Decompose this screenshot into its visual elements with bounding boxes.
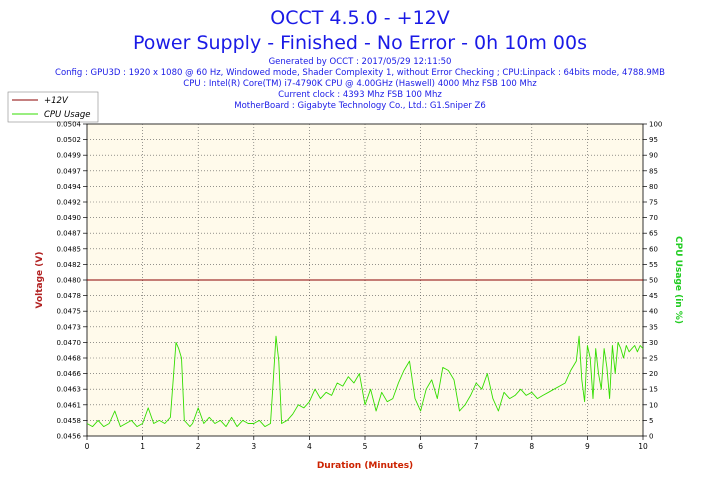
info-current-clock: Current clock : 4393 Mhz FSB 100 Mhz [278,90,442,100]
y2-tick-label: 45 [649,292,658,300]
y2-tick-label: 10 [649,401,658,409]
y-tick-label: 0.0499 [57,152,82,160]
info-generated: Generated by OCCT : 2017/05/29 12:11:50 [269,57,452,67]
info-cpu: CPU : Intel(R) Core(TM) i7-4790K CPU @ 4… [183,79,537,89]
y-tick-label: 0.0473 [57,323,82,331]
x-tick-label: 5 [363,442,368,451]
y-tick-label: 0.0458 [57,417,82,425]
x-tick-label: 8 [529,442,534,451]
legend: +12V CPU Usage [7,91,99,123]
y2-tick-label: 100 [649,121,662,129]
x-axis-label: Duration (Minutes) [317,461,413,471]
y2-tick-label: 80 [649,183,658,191]
y2-tick-label: 25 [649,355,658,363]
y2-tick-label: 65 [649,230,658,238]
info-motherboard: MotherBoard : Gigabyte Technology Co., L… [234,101,486,111]
y2-tick-label: 15 [649,386,658,394]
y-axis-label: Voltage (V) [35,252,45,309]
y-tick-label: 0.0468 [57,355,82,363]
y-tick-label: 0.0478 [57,292,82,300]
x-tick-label: 0 [85,442,90,451]
y-tick-label: 0.0470 [57,339,82,347]
chart-title: OCCT 4.5.0 - +12V [270,7,450,29]
y-tick-label: 0.0487 [57,230,82,238]
axis-ticks: 0 1 2 3 4 5 6 7 8 9 100.04560.04580.04610.04630.04… [57,121,663,452]
y-tick-label: 0.0490 [57,214,82,222]
y-tick-label: 0.0502 [57,136,82,144]
y2-tick-label: 5 [649,417,653,425]
y-tick-label: 0.0497 [57,167,82,175]
y2-tick-label: 90 [649,152,658,160]
y-tick-label: 0.0485 [57,245,82,253]
y-tick-label: 0.0492 [57,199,82,207]
y-tick-label: 0.0475 [57,308,82,316]
y-tick-label: 0.0461 [57,401,82,409]
x-tick-label: 6 [418,442,423,451]
x-tick-label: 10 [638,442,648,451]
y2-tick-label: 70 [649,214,658,222]
y-tick-label: 0.0480 [57,277,82,285]
info-config: Config : GPU3D : 1920 x 1080 @ 60 Hz, Wi… [55,68,665,78]
y2-axis-label: CPU Usage (in %) [673,236,683,324]
x-tick-label: 7 [474,442,479,451]
x-tick-label: 1 [140,442,145,451]
y2-tick-label: 75 [649,199,658,207]
y-tick-label: 0.0463 [57,386,82,394]
y2-tick-label: 40 [649,308,658,316]
y-tick-label: 0.0494 [57,183,82,191]
y-tick-label: 0.0504 [57,121,82,129]
series-group [86,279,644,428]
y2-tick-label: 55 [649,261,658,269]
x-tick-label: 3 [251,442,256,451]
y2-tick-label: 60 [649,245,658,253]
x-tick-label: 2 [196,442,201,451]
y2-tick-label: 85 [649,167,658,175]
legend-box [7,91,99,123]
y2-tick-label: 0 [649,433,653,441]
y2-tick-label: 35 [649,323,658,331]
y2-tick-label: 20 [649,370,658,378]
y-tick-label: 0.0482 [57,261,82,269]
x-tick-label: 4 [307,442,312,451]
y2-tick-label: 95 [649,136,658,144]
y2-tick-label: 50 [649,277,658,285]
legend-label-voltage: +12V [44,96,69,106]
series-line-cpu-usage [86,335,644,428]
x-tick-label: 9 [585,442,590,451]
chart-subtitle: Power Supply - Finished - No Error - 0h … [133,32,587,54]
legend-label-cpu: CPU Usage [44,110,90,120]
y-tick-label: 0.0466 [57,370,82,378]
y-tick-label: 0.0456 [57,433,82,441]
y2-tick-label: 30 [649,339,658,347]
